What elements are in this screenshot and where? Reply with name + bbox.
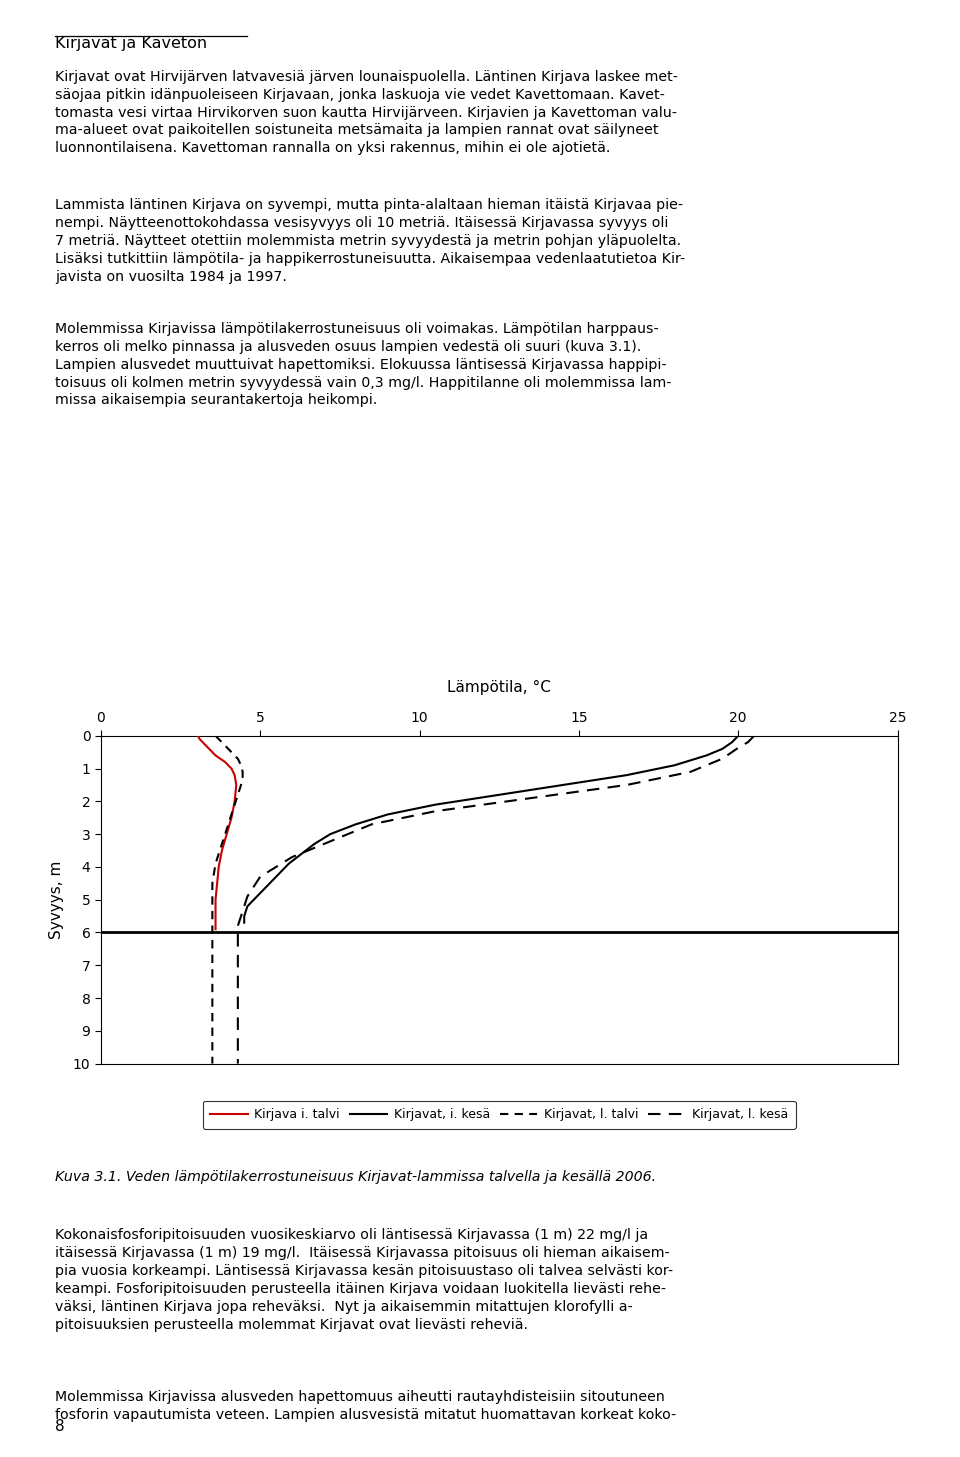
Y-axis label: Syvyys, m: Syvyys, m	[49, 861, 64, 938]
Legend: Kirjava i. talvi, Kirjavat, i. kesä, Kirjavat, l. talvi, Kirjavat, l. kesä: Kirjava i. talvi, Kirjavat, i. kesä, Kir…	[203, 1100, 796, 1129]
Text: Molemmissa Kirjavissa alusveden hapettomuus aiheutti rautayhdisteisiin sitoutune: Molemmissa Kirjavissa alusveden hapettom…	[55, 1390, 676, 1422]
Text: Lammista läntinen Kirjava on syvempi, mutta pinta-alaltaan hieman itäistä Kirjav: Lammista läntinen Kirjava on syvempi, mu…	[55, 198, 685, 284]
Text: Kirjavat ovat Hirvijärven latvavesiä järven lounaispuolella. Läntinen Kirjava la: Kirjavat ovat Hirvijärven latvavesiä jär…	[55, 70, 678, 156]
Text: Kokonaisfosforipitoisuuden vuosikeskiarvo oli läntisessä Kirjavassa (1 m) 22 mg/: Kokonaisfosforipitoisuuden vuosikeskiarv…	[55, 1228, 673, 1332]
Text: Lämpötila, °C: Lämpötila, °C	[447, 680, 551, 695]
Text: Kirjavat ja Kaveton: Kirjavat ja Kaveton	[55, 36, 206, 51]
Text: Kuva 3.1. Veden lämpötilakerrostuneisuus Kirjavat-lammissa talvella ja kesällä 2: Kuva 3.1. Veden lämpötilakerrostuneisuus…	[55, 1170, 656, 1185]
Text: 8: 8	[55, 1419, 64, 1434]
Text: Molemmissa Kirjavissa lämpötilakerrostuneisuus oli voimakas. Lämpötilan harppaus: Molemmissa Kirjavissa lämpötilakerrostun…	[55, 322, 671, 408]
